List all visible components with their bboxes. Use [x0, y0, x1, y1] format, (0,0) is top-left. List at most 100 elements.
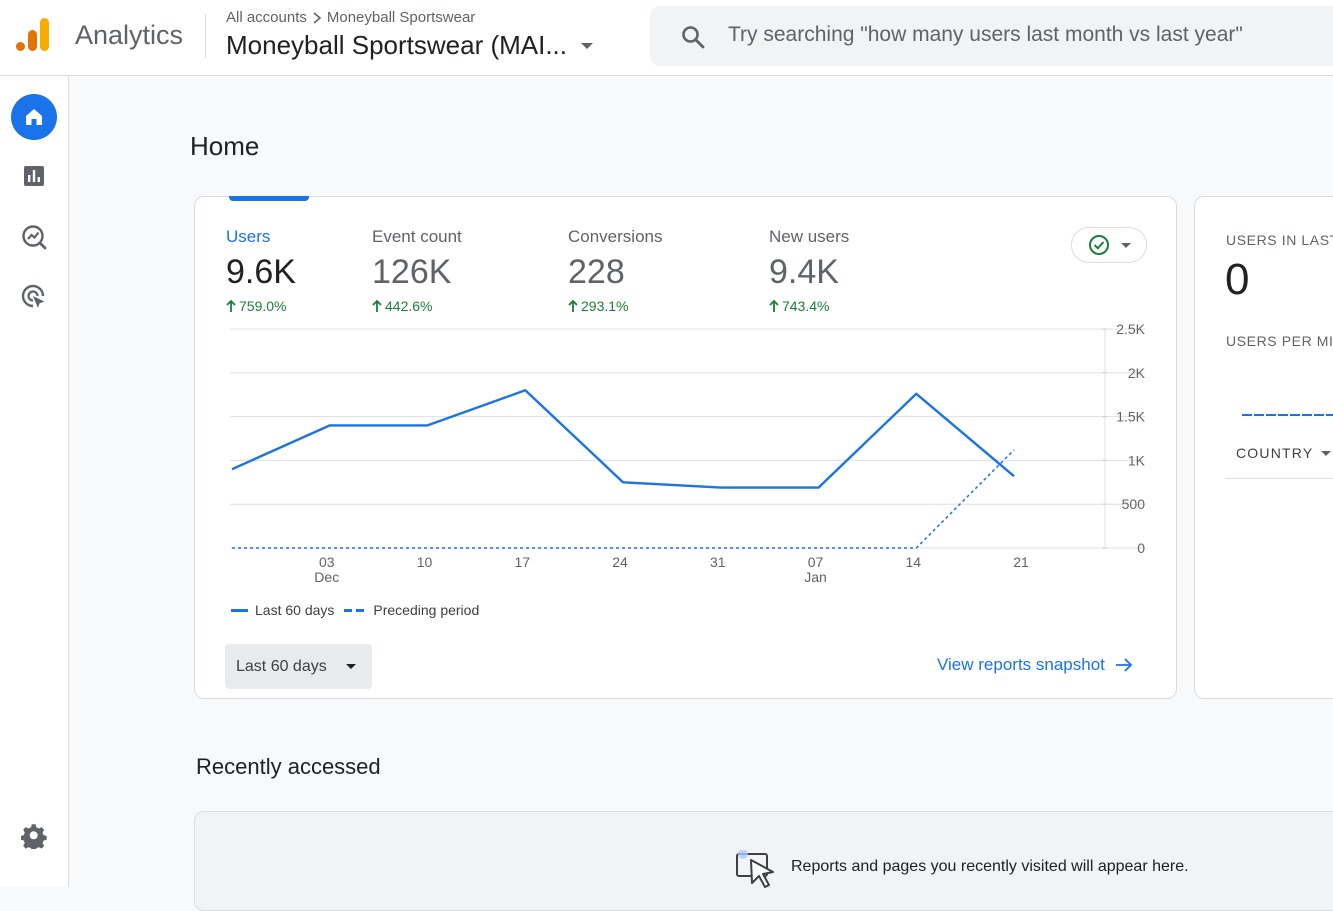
cursor-click-icon — [736, 850, 774, 888]
x-tick-label: 24 — [612, 554, 628, 570]
metric-change: 293.1% — [568, 298, 663, 314]
realtime-value: 0 — [1225, 255, 1250, 304]
x-tick-sublabel: Dec — [314, 569, 339, 585]
property-name: Moneyball Sportswear (MAI... — [226, 30, 568, 60]
arrow-right-icon — [1115, 658, 1133, 672]
metric-value: 9.4K — [769, 253, 839, 291]
snapshot-link-label: View reports snapshot — [937, 655, 1105, 674]
metric-event-count[interactable]: Event count 126K 442.6% — [372, 227, 462, 314]
realtime-divider — [1225, 478, 1333, 479]
top-bar: Analytics All accounts Moneyball Sportsw… — [0, 0, 1333, 76]
side-nav — [0, 76, 69, 887]
home-icon — [26, 109, 42, 125]
arrow-up-icon — [568, 299, 578, 312]
breadcrumb-accounts[interactable]: All accounts — [226, 9, 307, 26]
nav-explore[interactable] — [11, 214, 57, 260]
caret-down-icon — [1120, 242, 1131, 248]
view-reports-snapshot-link[interactable]: View reports snapshot — [937, 655, 1133, 675]
header-divider — [205, 14, 206, 58]
caret-down-icon — [346, 664, 356, 669]
nav-home[interactable] — [11, 94, 57, 140]
recently-accessed-title: Recently accessed — [196, 754, 381, 779]
legend-swatch-solid — [231, 608, 248, 612]
metric-conversions[interactable]: Conversions 228 293.1% — [568, 227, 663, 314]
realtime-dimension: COUNTRY — [1236, 445, 1314, 461]
legend-label: Preceding period — [373, 602, 480, 618]
y-tick-label: 1.5K — [1116, 409, 1145, 425]
arrow-up-icon — [226, 299, 236, 312]
metric-value: 9.6K — [226, 253, 296, 291]
metric-change: 743.4% — [769, 298, 849, 314]
advertising-icon — [21, 284, 45, 308]
legend-swatch-dashed — [344, 608, 367, 612]
recently-accessed-empty-message: Reports and pages you recently visited w… — [791, 858, 1189, 875]
search-input[interactable]: Try searching "how many users last month… — [728, 23, 1243, 46]
realtime-sparkline — [1242, 414, 1333, 416]
x-tick-label: 21 — [1013, 554, 1029, 570]
x-tick-label: 10 — [417, 554, 433, 570]
check-circle-icon — [1088, 235, 1109, 255]
y-tick-label: 2.5K — [1116, 321, 1145, 337]
property-selector[interactable]: Moneyball Sportswear (MAI... — [226, 30, 594, 61]
metric-change: 759.0% — [226, 298, 296, 314]
breadcrumb: All accounts Moneyball Sportswear — [226, 9, 475, 26]
chevron-right-icon — [313, 11, 322, 24]
gear-icon — [21, 824, 47, 849]
y-tick-label: 2K — [1128, 365, 1146, 381]
realtime-dimension-dropdown[interactable]: COUNTRY — [1236, 445, 1332, 461]
nav-settings[interactable] — [11, 813, 57, 859]
data-quality-chip[interactable] — [1071, 227, 1147, 263]
metric-change-value: 293.1% — [581, 298, 629, 314]
x-tick-sublabel: Jan — [804, 569, 827, 585]
metric-users[interactable]: Users 9.6K 759.0% — [226, 227, 296, 314]
metric-value: 126K — [372, 253, 452, 291]
overview-card: Users 9.6K 759.0% Event count 126K 442.6… — [194, 196, 1177, 699]
breadcrumb-account[interactable]: Moneyball Sportswear — [326, 9, 476, 26]
arrow-up-icon — [769, 299, 779, 312]
x-tick-label: 14 — [905, 554, 921, 570]
legend-item-preceding-period: Preceding period — [344, 602, 479, 618]
search-icon — [682, 26, 705, 49]
caret-down-icon — [1321, 450, 1332, 456]
date-range-dropdown[interactable]: Last 60 days — [225, 644, 372, 689]
caret-down-icon — [581, 42, 594, 49]
recently-accessed-card: Reports and pages you recently visited w… — [194, 811, 1333, 911]
x-tick-label: 03 — [319, 554, 335, 570]
metric-label: Event count — [372, 227, 462, 246]
metric-label: Conversions — [568, 227, 663, 246]
date-range-value: Last 60 days — [236, 657, 327, 675]
x-tick-label: 07 — [808, 554, 824, 570]
chart-legend: Last 60 days Preceding period — [231, 602, 479, 618]
series-line-preceding-period — [232, 449, 1015, 549]
nav-reports[interactable] — [11, 153, 57, 199]
series-line-last-60-days — [231, 389, 1015, 489]
metric-label: New users — [769, 227, 850, 246]
y-tick-label: 1K — [1128, 452, 1146, 468]
arrow-up-icon — [372, 299, 382, 312]
realtime-card: USERS IN LAST 0 USERS PER MI COUNTRY — [1194, 196, 1333, 699]
metric-new-users[interactable]: New users 9.4K 743.4% — [769, 227, 849, 314]
metric-change-value: 743.4% — [782, 298, 830, 314]
nav-advertising[interactable] — [11, 274, 57, 320]
metric-label: Users — [226, 227, 271, 246]
explore-icon — [22, 225, 47, 250]
metric-change: 442.6% — [372, 298, 462, 314]
legend-item-last-60-days: Last 60 days — [231, 602, 334, 618]
legend-label: Last 60 days — [255, 602, 335, 618]
y-tick-label: 500 — [1122, 496, 1146, 512]
search-bar[interactable]: Try searching "how many users last month… — [650, 6, 1333, 66]
metric-change-value: 759.0% — [239, 298, 287, 314]
bar-chart-icon — [24, 166, 44, 186]
metric-change-value: 442.6% — [385, 298, 433, 314]
page-title: Home — [190, 131, 260, 161]
metric-value: 228 — [568, 253, 625, 291]
y-tick-label: 0 — [1137, 540, 1145, 556]
x-tick-label: 17 — [514, 554, 530, 570]
active-tab-indicator — [229, 196, 309, 201]
app-title: Analytics — [75, 20, 184, 50]
x-tick-label: 31 — [710, 554, 726, 570]
realtime-title: USERS IN LAST — [1226, 232, 1333, 248]
realtime-subtitle: USERS PER MI — [1226, 333, 1333, 349]
analytics-logo-icon[interactable] — [16, 16, 52, 56]
